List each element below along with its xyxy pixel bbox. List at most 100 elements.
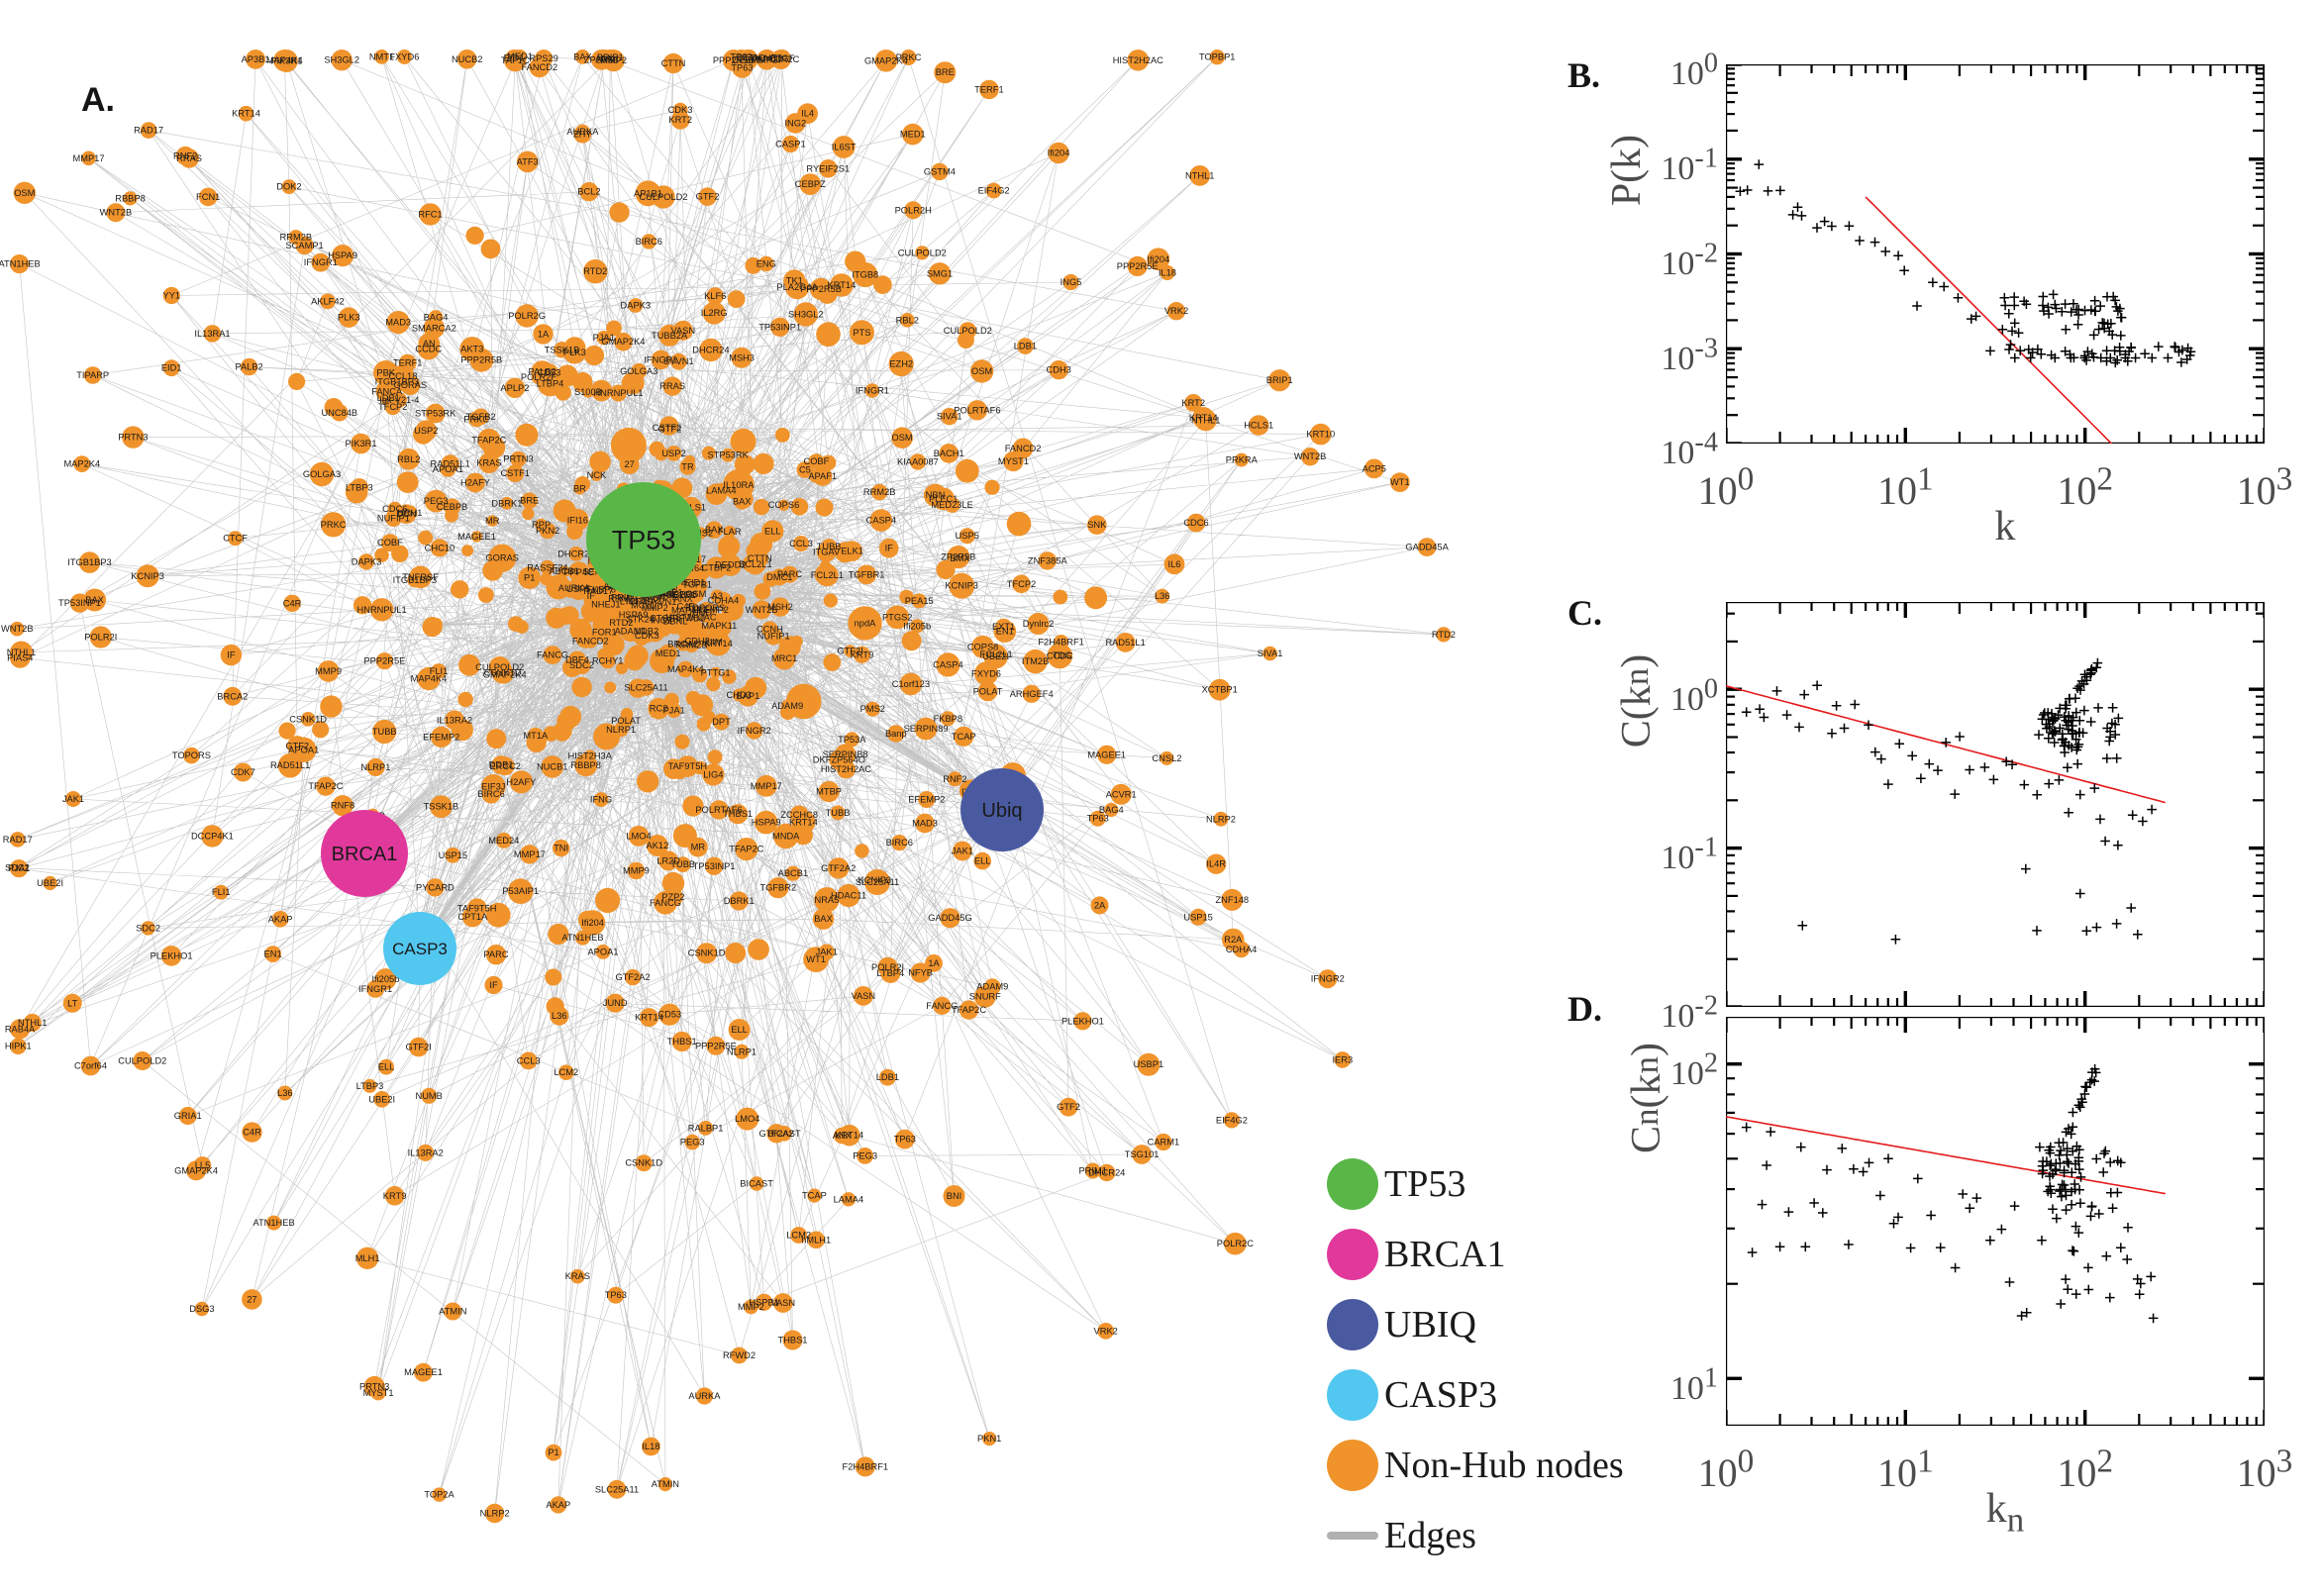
svg-text:FANCG: FANCG [926, 1001, 958, 1011]
svg-text:AKT3: AKT3 [460, 345, 483, 354]
svg-text:PLEKHO1: PLEKHO1 [151, 950, 193, 960]
svg-text:CASP4: CASP4 [866, 516, 897, 526]
svg-text:GMAP2K4: GMAP2K4 [174, 1165, 218, 1175]
svg-text:ZNF385A: ZNF385A [1028, 555, 1068, 565]
svg-text:COBF: COBF [803, 456, 829, 466]
svg-text:GTF2I: GTF2I [406, 1043, 432, 1052]
svg-text:EN1: EN1 [996, 627, 1014, 637]
svg-text:SIVA1: SIVA1 [1258, 648, 1283, 658]
svg-text:FLI1: FLI1 [212, 887, 231, 897]
svg-text:PLEKHO1: PLEKHO1 [1061, 1016, 1104, 1026]
svg-text:TIPARP: TIPARP [76, 370, 109, 380]
svg-text:PRIM1: PRIM1 [1078, 1166, 1106, 1176]
svg-text:PYCARD: PYCARD [416, 882, 454, 892]
svg-text:Ifi204: Ifi204 [1147, 254, 1169, 264]
svg-text:APAF1: APAF1 [808, 471, 837, 481]
svg-text:P1: P1 [524, 573, 535, 583]
svg-text:HDAC11: HDAC11 [831, 891, 866, 901]
svg-text:MAD3: MAD3 [385, 318, 411, 328]
svg-text:KCNIP3: KCNIP3 [945, 581, 978, 591]
svg-text:MR: MR [485, 516, 500, 526]
svg-text:MRC1: MRC1 [771, 653, 797, 663]
svg-text:PLK3: PLK3 [563, 348, 586, 357]
svg-text:FANCD2: FANCD2 [1005, 444, 1042, 453]
svg-text:CSNK1D: CSNK1D [625, 1158, 662, 1168]
svg-text:MMP9: MMP9 [623, 866, 650, 876]
svg-text:IL13RA1: IL13RA1 [194, 329, 230, 339]
svg-text:RBBP8: RBBP8 [570, 760, 601, 770]
svg-text:Dynlrc2: Dynlrc2 [1023, 619, 1055, 629]
svg-text:CSNK1D: CSNK1D [289, 714, 327, 724]
svg-text:MMP17: MMP17 [514, 849, 546, 859]
svg-text:TP63: TP63 [894, 1135, 916, 1145]
svg-text:CNSL2: CNSL2 [1152, 753, 1181, 763]
svg-text:RAD51L1: RAD51L1 [431, 459, 470, 469]
svg-text:BRIP1: BRIP1 [1266, 375, 1293, 385]
svg-text:NLRP1: NLRP1 [360, 762, 390, 772]
svg-text:TAF9T5H: TAF9T5H [667, 761, 707, 771]
svg-text:BCL2: BCL2 [577, 187, 600, 197]
svg-text:MMP9: MMP9 [315, 666, 342, 676]
svg-text:KCNIP3: KCNIP3 [858, 875, 892, 885]
svg-text:COPS6: COPS6 [768, 500, 800, 510]
svg-text:IFI16: IFI16 [567, 515, 588, 525]
svg-text:ADAM1: ADAM1 [615, 627, 647, 637]
svg-text:IL4: IL4 [801, 109, 814, 119]
svg-text:GMAP2K4: GMAP2K4 [602, 337, 646, 347]
svg-text:PPP2R5E: PPP2R5E [363, 656, 405, 666]
svg-text:ELL: ELL [378, 1062, 395, 1072]
svg-text:PALB2: PALB2 [235, 362, 262, 372]
svg-text:PPP2R5B: PPP2R5B [713, 55, 755, 65]
svg-text:POLR2G: POLR2G [508, 311, 546, 321]
svg-text:AKAP: AKAP [268, 914, 293, 924]
svg-text:MED24: MED24 [488, 836, 519, 846]
svg-text:GTF2: GTF2 [696, 192, 720, 202]
svg-text:npdA: npdA [855, 618, 877, 628]
svg-text:PIK3R1: PIK3R1 [345, 439, 376, 449]
svg-text:LCM2: LCM2 [554, 1067, 578, 1077]
svg-text:NUCB1: NUCB1 [537, 761, 568, 771]
svg-text:HIPK1: HIPK1 [5, 1042, 32, 1051]
svg-text:RAD17: RAD17 [134, 126, 163, 136]
svg-text:C4R: C4R [243, 1128, 261, 1138]
svg-text:RBL2: RBL2 [896, 315, 919, 325]
svg-text:EID1: EID1 [161, 363, 182, 373]
svg-text:CTTN: CTTN [661, 58, 686, 68]
svg-text:KRT14: KRT14 [1189, 413, 1218, 423]
svg-text:IFNGR2: IFNGR2 [1311, 974, 1345, 984]
svg-text:CSNK1D: CSNK1D [688, 948, 726, 958]
svg-text:GORAS: GORAS [485, 553, 519, 563]
svg-text:TGFBR2: TGFBR2 [759, 883, 796, 893]
svg-text:TP53A: TP53A [838, 735, 866, 745]
svg-text:DBRK1: DBRK1 [491, 498, 522, 508]
svg-text:BIRC6: BIRC6 [886, 838, 913, 848]
svg-text:PTTG1: PTTG1 [701, 667, 731, 677]
svg-text:UBE2I: UBE2I [368, 1094, 395, 1104]
svg-text:ARHGEF4: ARHGEF4 [1010, 689, 1054, 699]
svg-text:TSG101: TSG101 [1125, 1149, 1160, 1159]
svg-text:TERF1: TERF1 [393, 358, 422, 368]
svg-text:PARC: PARC [777, 569, 802, 579]
svg-text:BAX: BAX [705, 525, 724, 535]
svg-text:BICAST: BICAST [740, 1179, 773, 1189]
svg-text:POLRTAF6: POLRTAF6 [695, 805, 742, 815]
svg-text:DSG3: DSG3 [189, 1304, 214, 1314]
svg-text:CDH3: CDH3 [684, 637, 709, 647]
svg-text:Ifi204: Ifi204 [1048, 149, 1070, 158]
svg-text:GTF2: GTF2 [1057, 1102, 1080, 1112]
svg-text:PEA15: PEA15 [905, 596, 934, 606]
svg-text:CD53: CD53 [538, 368, 561, 378]
svg-text:EN1: EN1 [264, 949, 282, 959]
svg-text:GADD45G: GADD45G [928, 913, 971, 923]
svg-text:TDG: TDG [1053, 650, 1072, 660]
svg-text:BNI: BNI [947, 1191, 962, 1201]
svg-text:GTF2: GTF2 [285, 741, 309, 750]
svg-text:CDK7: CDK7 [231, 767, 255, 777]
svg-text:ZP2R5B: ZP2R5B [941, 552, 975, 562]
svg-text:ACVR1: ACVR1 [1106, 789, 1137, 799]
svg-text:TERF1: TERF1 [974, 85, 1003, 95]
svg-text:CASP1: CASP1 [775, 140, 806, 150]
svg-text:EIF4G2: EIF4G2 [978, 186, 1010, 196]
svg-text:PJA1: PJA1 [662, 706, 684, 716]
svg-text:GMAP2K4: GMAP2K4 [483, 669, 527, 679]
